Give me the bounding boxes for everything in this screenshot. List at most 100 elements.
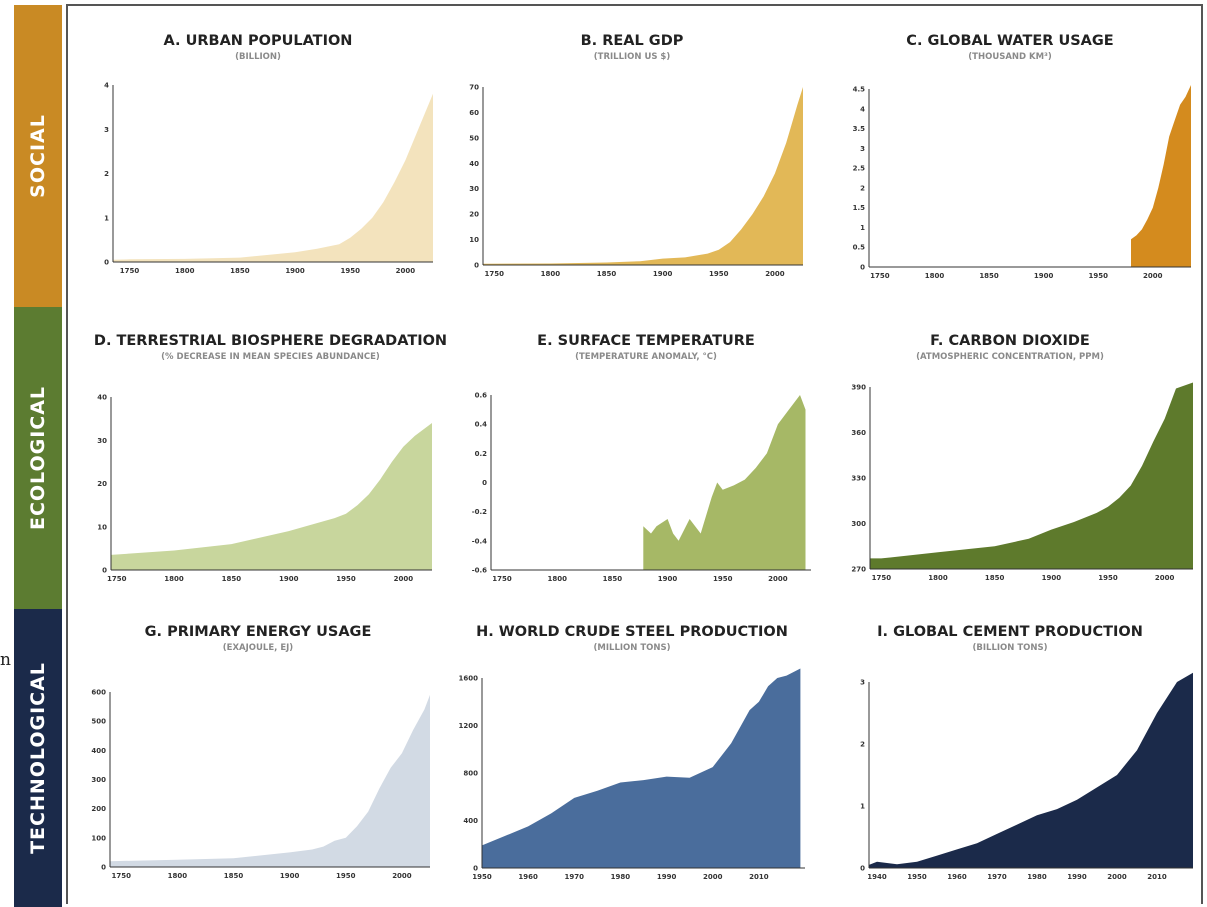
y-tick-label: 1.5 bbox=[853, 204, 866, 212]
x-tick-label: 1850 bbox=[985, 574, 1005, 582]
chart-subtitle: (% DECREASE IN MEAN SPECIES ABUNDANCE) bbox=[161, 352, 380, 362]
chart-title: I. GLOBAL CEMENT PRODUCTION bbox=[877, 624, 1143, 640]
y-tick-label: 40 bbox=[97, 394, 107, 402]
y-tick-label: 2 bbox=[860, 741, 865, 749]
band-ecological: ECOLOGICAL bbox=[14, 307, 62, 609]
y-tick-label: 0.2 bbox=[475, 450, 488, 458]
chart-title: B. REAL GDP bbox=[580, 33, 684, 49]
frame-top bbox=[66, 4, 1203, 6]
x-tick-label: 1900 bbox=[279, 575, 299, 583]
x-tick-label: 1900 bbox=[658, 575, 678, 583]
y-tick-label: 10 bbox=[469, 236, 479, 244]
y-tick-label: 3.5 bbox=[853, 125, 866, 133]
y-tick-label: 0 bbox=[860, 264, 865, 272]
x-tick-label: 1940 bbox=[867, 873, 887, 881]
chart-title: H. WORLD CRUDE STEEL PRODUCTION bbox=[476, 624, 788, 640]
y-tick-label: -0.4 bbox=[472, 537, 487, 545]
x-tick-label: 1850 bbox=[597, 270, 617, 278]
y-tick-label: 1 bbox=[860, 224, 865, 232]
y-tick-label: 100 bbox=[91, 834, 106, 842]
chart-subtitle: (TEMPERATURE ANOMALY, °C) bbox=[575, 352, 717, 362]
chart-subtitle: (BILLION) bbox=[235, 52, 281, 62]
stray-character: n bbox=[0, 650, 11, 670]
y-tick-label: 1 bbox=[104, 214, 109, 222]
x-tick-label: 1970 bbox=[565, 873, 585, 881]
y-tick-label: 0 bbox=[482, 479, 487, 487]
chart-subtitle: (MILLION TONS) bbox=[593, 643, 671, 653]
y-tick-label: 400 bbox=[463, 817, 478, 825]
y-tick-label: 330 bbox=[851, 475, 866, 483]
area-series bbox=[113, 93, 433, 262]
x-tick-label: 1800 bbox=[175, 267, 195, 275]
x-tick-label: 1950 bbox=[713, 575, 733, 583]
y-tick-label: -0.6 bbox=[472, 567, 487, 575]
area-series bbox=[110, 694, 430, 867]
y-tick-label: 2 bbox=[860, 184, 865, 192]
x-tick-label: 1850 bbox=[230, 267, 250, 275]
y-tick-label: 1600 bbox=[459, 675, 479, 683]
x-tick-label: 1850 bbox=[603, 575, 623, 583]
x-tick-label: 1980 bbox=[1027, 873, 1047, 881]
area-series bbox=[870, 382, 1193, 569]
x-tick-label: 1950 bbox=[336, 575, 356, 583]
chart-svg: 1750 1800 1850 1900 1950 2000 0 0.5 1 1.5 2 2.5 3 3.5… bbox=[853, 85, 1191, 280]
x-tick-label: 1850 bbox=[222, 575, 242, 583]
chart-svg: 1750 1800 1850 1900 1950 2000 -0.6 -0.4 -0.2 0 0.2… bbox=[472, 392, 811, 583]
x-tick-label: 2010 bbox=[1147, 873, 1167, 881]
chart-subtitle: (BILLION TONS) bbox=[972, 643, 1048, 653]
y-tick-label: 0 bbox=[860, 865, 865, 873]
y-tick-label: 20 bbox=[469, 211, 479, 219]
chart-subtitle: (EXAJOULE, EJ) bbox=[222, 643, 294, 653]
x-tick-label: 1800 bbox=[547, 575, 567, 583]
y-tick-label: 300 bbox=[851, 520, 866, 528]
chart-svg: 1750 1800 1850 1900 1950 2000 0 100 200 300 400 500… bbox=[91, 689, 430, 880]
y-tick-label: 2.5 bbox=[853, 165, 866, 173]
x-tick-label: 2000 bbox=[765, 270, 785, 278]
x-tick-label: 1960 bbox=[947, 873, 967, 881]
y-tick-label: 0 bbox=[102, 567, 107, 575]
x-tick-label: 1950 bbox=[340, 267, 360, 275]
x-tick-label: 1900 bbox=[1034, 272, 1054, 280]
x-tick-label: 1850 bbox=[224, 872, 244, 880]
x-tick-label: 1900 bbox=[1042, 574, 1062, 582]
chart-svg: 1750 1800 1850 1900 1950 2000 270 300 330 360 390 bbox=[851, 382, 1193, 582]
x-tick-label: 2010 bbox=[749, 873, 769, 881]
x-tick-label: 2000 bbox=[392, 872, 412, 880]
chart-svg: 1940 1950 1960 1970 1980 1990 2000 2010 0 1 2 3 bbox=[860, 672, 1193, 881]
x-tick-label: 1950 bbox=[1098, 574, 1118, 582]
x-tick-label: 1900 bbox=[653, 270, 673, 278]
x-tick-label: 1750 bbox=[484, 270, 504, 278]
y-tick-label: 0.6 bbox=[475, 392, 488, 400]
x-tick-label: 1750 bbox=[870, 272, 890, 280]
y-tick-label: 0 bbox=[104, 259, 109, 267]
x-tick-label: 1800 bbox=[164, 575, 184, 583]
x-tick-label: 1950 bbox=[336, 872, 356, 880]
y-tick-label: 4 bbox=[104, 82, 109, 90]
x-tick-label: 1750 bbox=[111, 872, 131, 880]
y-tick-label: 390 bbox=[851, 384, 866, 392]
x-tick-label: 1800 bbox=[925, 272, 945, 280]
x-tick-label: 1970 bbox=[987, 873, 1007, 881]
area-series bbox=[483, 87, 803, 265]
chart-svg: 1750 1800 1850 1900 1950 2000 0 10 20 30 40 bbox=[97, 394, 432, 583]
x-tick-label: 2000 bbox=[394, 575, 414, 583]
y-tick-label: 4.5 bbox=[853, 86, 866, 94]
x-tick-label: 1950 bbox=[1088, 272, 1108, 280]
y-tick-label: 0 bbox=[473, 865, 478, 873]
y-tick-label: 3 bbox=[104, 126, 109, 134]
y-tick-label: 600 bbox=[91, 689, 106, 697]
x-tick-label: 1990 bbox=[1067, 873, 1087, 881]
y-tick-label: 30 bbox=[97, 437, 107, 445]
y-tick-label: 0 bbox=[474, 262, 479, 270]
x-tick-label: 1850 bbox=[979, 272, 999, 280]
y-tick-label: 360 bbox=[851, 429, 866, 437]
y-tick-label: 30 bbox=[469, 185, 479, 193]
y-tick-label: 3 bbox=[860, 679, 865, 687]
x-tick-label: 1800 bbox=[541, 270, 561, 278]
chart-subtitle: (ATMOSPHERIC CONCENTRATION, PPM) bbox=[916, 352, 1104, 362]
area-series bbox=[869, 672, 1193, 868]
y-tick-label: 0.5 bbox=[853, 244, 866, 252]
y-tick-label: 800 bbox=[463, 770, 478, 778]
y-tick-label: -0.2 bbox=[472, 508, 487, 516]
chart-svg: 1750 1800 1850 1900 1950 2000 0 1 2 3 4 bbox=[104, 82, 433, 275]
